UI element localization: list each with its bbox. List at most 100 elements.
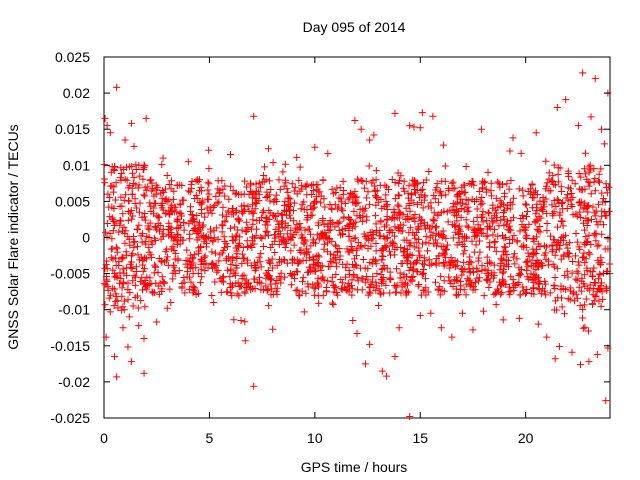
data-point — [258, 178, 266, 186]
data-point — [333, 248, 341, 256]
data-point — [292, 267, 300, 275]
data-point — [307, 212, 315, 220]
data-point — [335, 227, 343, 235]
data-point — [289, 234, 297, 242]
y-tick-label: 0.02 — [63, 85, 90, 101]
data-point — [271, 248, 279, 256]
data-point — [314, 188, 322, 196]
data-point — [326, 257, 334, 265]
data-point — [288, 180, 296, 188]
data-point — [339, 207, 347, 215]
data-point — [569, 194, 577, 202]
data-point — [117, 164, 125, 172]
data-point-outlier — [391, 109, 399, 117]
data-point — [460, 206, 468, 214]
data-point — [300, 206, 308, 214]
x-axis-label: GPS time / hours — [301, 459, 408, 475]
data-point — [269, 264, 277, 272]
data-point — [103, 220, 111, 228]
data-point-outlier — [102, 333, 110, 341]
data-point — [305, 263, 313, 271]
data-point — [522, 233, 530, 241]
data-point — [350, 219, 358, 227]
data-point — [147, 238, 155, 246]
data-point — [558, 303, 566, 311]
data-point — [378, 204, 386, 212]
data-point — [165, 219, 173, 227]
data-point — [430, 209, 438, 217]
data-point — [405, 229, 413, 237]
data-point-outlier — [410, 123, 418, 131]
data-point — [140, 191, 148, 199]
data-point — [334, 205, 342, 213]
data-point — [280, 182, 288, 190]
data-point — [104, 190, 112, 198]
data-point — [284, 230, 292, 238]
data-point — [509, 276, 517, 284]
data-point — [332, 270, 340, 278]
data-point — [106, 291, 114, 299]
data-point — [377, 246, 385, 254]
data-point — [229, 254, 237, 262]
data-point — [484, 209, 492, 217]
data-point — [131, 238, 139, 246]
data-point — [496, 266, 504, 274]
data-point — [558, 233, 566, 241]
data-point — [247, 283, 255, 291]
data-point — [539, 207, 547, 215]
data-point — [542, 291, 550, 299]
data-point-outlier — [543, 333, 551, 341]
data-point — [373, 187, 381, 195]
data-point — [257, 286, 265, 294]
data-point — [298, 287, 306, 295]
data-point — [144, 183, 152, 191]
data-point-outlier — [587, 113, 595, 121]
data-point — [114, 304, 122, 312]
data-point — [403, 259, 411, 267]
data-point — [451, 184, 459, 192]
data-point — [218, 177, 226, 185]
data-point — [184, 257, 192, 265]
data-point — [231, 190, 239, 198]
data-point — [391, 232, 399, 240]
data-point — [305, 225, 313, 233]
data-point — [113, 245, 121, 253]
data-point — [549, 212, 557, 220]
data-point — [173, 225, 181, 233]
data-point — [410, 215, 418, 223]
data-point — [564, 167, 572, 175]
data-point — [584, 216, 592, 224]
data-point — [145, 244, 153, 252]
data-point — [354, 277, 362, 285]
data-point — [606, 260, 614, 268]
data-point — [395, 226, 403, 234]
data-point — [372, 176, 380, 184]
data-point — [394, 201, 402, 209]
data-point — [372, 193, 380, 201]
data-point — [485, 258, 493, 266]
data-point — [196, 199, 204, 207]
data-point — [499, 316, 507, 324]
data-point — [543, 179, 551, 187]
data-point — [325, 227, 333, 235]
data-point — [531, 187, 539, 195]
data-point — [456, 190, 464, 198]
data-point — [533, 256, 541, 264]
data-point — [247, 181, 255, 189]
data-point — [501, 193, 509, 201]
data-point — [178, 181, 186, 189]
data-point — [406, 276, 414, 284]
data-point — [250, 209, 258, 217]
data-point — [154, 213, 162, 221]
data-point — [461, 188, 469, 196]
data-point — [411, 211, 419, 219]
data-point — [207, 234, 215, 242]
data-point — [101, 301, 109, 309]
data-point — [165, 225, 173, 233]
data-point — [271, 237, 279, 245]
data-point-outlier — [300, 308, 308, 316]
data-point — [542, 195, 550, 203]
data-point — [126, 241, 134, 249]
data-point — [298, 200, 306, 208]
